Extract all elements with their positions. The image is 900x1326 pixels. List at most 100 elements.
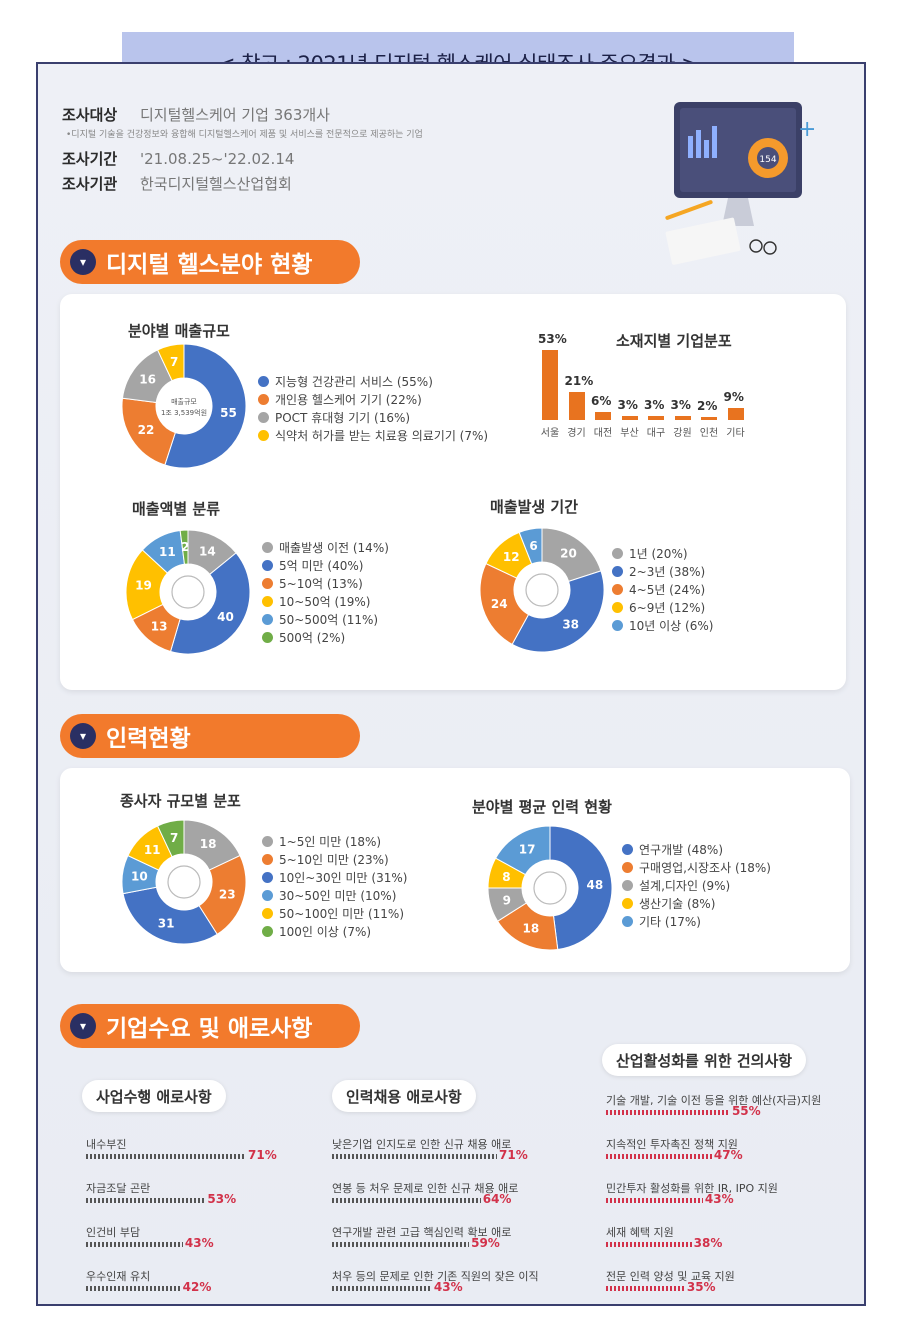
legend-employee-size: 1~5인 미만 (18%) 5~10인 미만 (23%) 10인~30인 미만 (3…: [262, 832, 407, 940]
subtitle-hiring-difficulty: 인력채용 애로사항: [332, 1080, 476, 1112]
bar: [595, 412, 611, 420]
item-value-label: 71%: [499, 1148, 528, 1162]
legend-item: 6~9년 (12%): [612, 598, 713, 616]
donut-slice: [494, 825, 551, 876]
slice-value-label: 16: [139, 373, 156, 387]
item-value-label: 64%: [482, 1192, 512, 1206]
period-value: '21.08.25~'22.02.14: [140, 150, 295, 168]
item-value-label: 43%: [704, 1192, 734, 1206]
dotted-bar: [86, 1242, 183, 1247]
item-label: 내수부진: [86, 1138, 127, 1151]
item-value-label: 35%: [686, 1280, 716, 1294]
item-value-label: 59%: [471, 1236, 500, 1250]
donut-employee-size: 18 23 31 10 11 7: [121, 819, 247, 945]
subtitle-policy-suggestions: 산업활성화를 위한 건의사항: [602, 1044, 807, 1076]
legend-swatch: [622, 915, 633, 927]
donut-slice: [179, 529, 189, 565]
item-label: 기술 개발, 기술 이전 등을 위한 예산(자금)지원: [606, 1094, 822, 1107]
svg-text:+: +: [798, 117, 814, 142]
dotted-bar: [86, 1154, 246, 1159]
donut-slice: [169, 552, 251, 655]
donut-center-text: 매출규모: [171, 397, 197, 406]
dotted-bar: [86, 1198, 206, 1203]
slice-value-label: 8: [502, 870, 510, 884]
legend-swatch: [262, 925, 273, 937]
legend-swatch: [612, 547, 623, 559]
monitor-badge: 154: [759, 155, 776, 165]
center-icon: [525, 573, 559, 607]
chevron-down-icon: ▾: [70, 723, 96, 749]
legend-label: 10인~30인 미만 (31%): [279, 870, 408, 885]
item-label: 자금조달 곤란: [86, 1182, 151, 1195]
bar-category-label: 서울: [540, 428, 560, 439]
item-value-label: 42%: [182, 1280, 212, 1294]
period-label: 조사기간: [62, 150, 118, 168]
legend-swatch: [622, 843, 633, 855]
donut-hole: [515, 563, 569, 617]
legend-item: 30~50인 미만 (10%): [262, 886, 407, 904]
bar-value-label: 53%: [538, 332, 567, 346]
slice-value-label: 17: [519, 842, 536, 856]
bar-value-label: 3%: [644, 398, 665, 413]
dotted-bar: [606, 1198, 703, 1203]
item-label: 우수인재 유치: [86, 1270, 151, 1283]
legend-item: 설계,디자인 (9%): [622, 876, 771, 894]
legend-swatch: [262, 577, 273, 589]
legend-label: 구매영업,시장조사 (18%): [639, 860, 771, 875]
donut-slice: [511, 570, 605, 653]
donut-slice: [518, 527, 543, 565]
dotted-bar: [86, 1286, 181, 1291]
section-demand: ▾ 기업수요 및 애로사항: [60, 1004, 360, 1048]
donut-slice: [479, 562, 530, 646]
legend-item: 2~3년 (38%): [612, 562, 713, 580]
bar-category-label: 기타: [726, 428, 745, 439]
legend-item: 5~10인 미만 (23%): [262, 850, 407, 868]
org-value: 한국디지털헬스산업협회: [140, 175, 292, 193]
item-label: 세재 혜택 지원: [606, 1226, 674, 1239]
subtitle-business-difficulty: 사업수행 애로사항: [82, 1080, 226, 1112]
legend-swatch: [262, 631, 273, 643]
monitor-illustration: 154 +: [665, 102, 814, 265]
legend-label: 5~10인 미만 (23%): [279, 852, 389, 867]
item-label: 민간투자 활성화를 위한 IR, IPO 지원: [606, 1182, 778, 1195]
donut-slice: [156, 819, 185, 858]
slice-value-label: 7: [170, 831, 178, 845]
target-label: 조사대상: [62, 106, 118, 124]
legend-item: 기타 (17%): [622, 912, 771, 930]
legend-label: 2~3년 (38%): [629, 564, 706, 579]
bar-value-label: 3%: [670, 398, 691, 413]
legend-item: 1년 (20%): [612, 544, 713, 562]
chevron-down-icon: ▾: [70, 249, 96, 275]
item-label: 연봉 등 처우 문제로 인한 신규 채용 애로: [332, 1182, 519, 1195]
legend-label: 50~500억 (11%): [279, 612, 379, 627]
bar-category-label: 대전: [593, 428, 613, 439]
slice-value-label: 40: [217, 610, 234, 624]
legend-swatch: [258, 411, 269, 423]
org-label: 조사기관: [62, 175, 118, 193]
section-digital-health: ▾ 디지털 헬스분야 현황: [60, 240, 360, 284]
slice-value-label: 48: [587, 878, 604, 892]
legend-label: 매출발생 이전 (14%): [279, 540, 389, 555]
legend-label: 6~9년 (12%): [629, 600, 706, 615]
item-value-label: 53%: [207, 1192, 237, 1206]
donut-slice: [164, 343, 247, 469]
slice-value-label: 6: [529, 539, 537, 553]
bar-value-label: 2%: [697, 399, 718, 413]
legend-swatch: [262, 871, 273, 883]
legend-item: 5억 미만 (40%): [262, 556, 389, 574]
slice-value-label: 31: [158, 916, 175, 930]
slice-value-label: 22: [138, 423, 155, 437]
donut-workforce-field: 48 18 9 8 17: [487, 825, 613, 951]
legend-item: 500억 (2%): [262, 628, 389, 646]
slice-value-label: 24: [491, 597, 508, 611]
legend-label: 개인용 헬스케어 기기 (22%): [275, 392, 422, 407]
donut-slice: [156, 343, 185, 382]
legend-swatch: [258, 393, 269, 405]
legend-swatch: [262, 907, 273, 919]
center-icon: [167, 865, 201, 899]
legend-swatch: [262, 835, 273, 847]
dotted-bar: [606, 1154, 712, 1159]
legend-label: POCT 휴대형 기기 (16%): [275, 410, 411, 425]
item-label: 전문 인력 양성 및 교육 지원: [606, 1270, 735, 1283]
item-value-label: 71%: [248, 1148, 277, 1162]
